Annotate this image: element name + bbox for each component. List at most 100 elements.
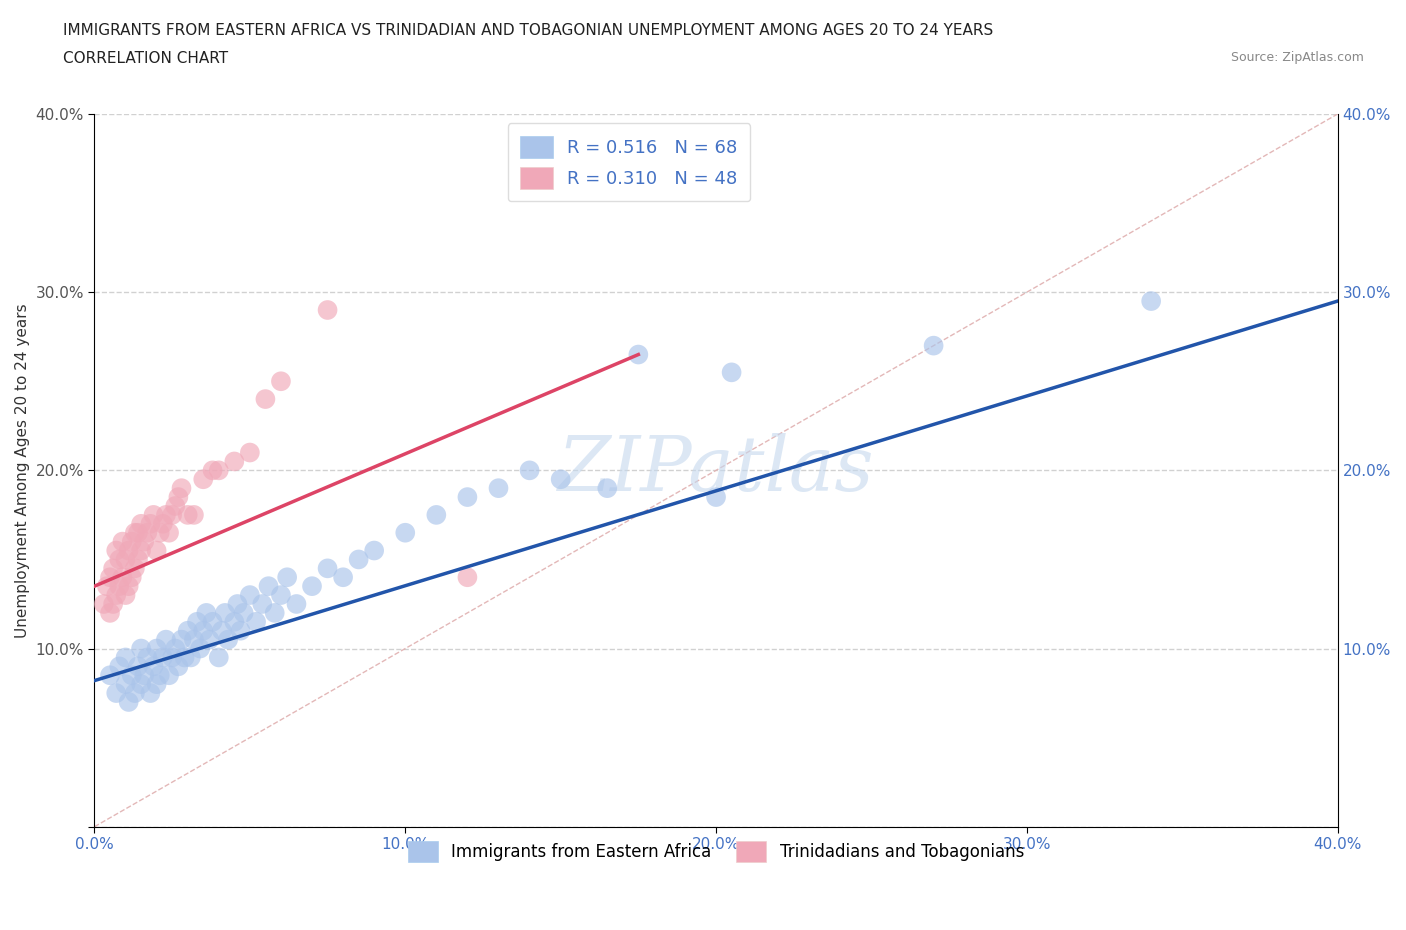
Point bbox=[177, 508, 200, 523]
Point bbox=[145, 543, 167, 558]
Point bbox=[193, 623, 215, 638]
Point bbox=[101, 561, 124, 576]
Point bbox=[149, 525, 172, 540]
Point bbox=[276, 570, 298, 585]
Point bbox=[229, 623, 252, 638]
Point bbox=[129, 641, 152, 656]
Point bbox=[114, 677, 136, 692]
Legend: Immigrants from Eastern Africa, Trinidadians and Tobagonians: Immigrants from Eastern Africa, Trinidad… bbox=[401, 834, 1031, 869]
Point bbox=[160, 650, 183, 665]
Point bbox=[183, 632, 205, 647]
Point bbox=[217, 632, 239, 647]
Point bbox=[124, 561, 146, 576]
Point bbox=[201, 615, 224, 630]
Point bbox=[165, 498, 187, 513]
Point bbox=[118, 578, 141, 593]
Point bbox=[157, 525, 180, 540]
Point bbox=[114, 552, 136, 567]
Point bbox=[105, 588, 128, 603]
Point bbox=[257, 578, 280, 593]
Point bbox=[108, 659, 131, 674]
Point bbox=[129, 543, 152, 558]
Point bbox=[170, 632, 193, 647]
Point bbox=[704, 489, 727, 504]
Point bbox=[136, 525, 159, 540]
Point bbox=[363, 543, 385, 558]
Point bbox=[157, 668, 180, 683]
Point bbox=[226, 596, 249, 611]
Point bbox=[214, 605, 236, 620]
Point bbox=[127, 552, 149, 567]
Point bbox=[101, 596, 124, 611]
Point bbox=[173, 650, 195, 665]
Point bbox=[177, 623, 200, 638]
Point bbox=[332, 570, 354, 585]
Point bbox=[155, 508, 177, 523]
Point bbox=[145, 677, 167, 692]
Point bbox=[519, 463, 541, 478]
Point bbox=[98, 605, 121, 620]
Point bbox=[111, 534, 134, 549]
Point bbox=[127, 525, 149, 540]
Point bbox=[127, 659, 149, 674]
Point bbox=[145, 641, 167, 656]
Point bbox=[232, 605, 254, 620]
Point bbox=[152, 650, 174, 665]
Point bbox=[922, 339, 945, 353]
Point bbox=[149, 668, 172, 683]
Point bbox=[627, 347, 650, 362]
Point bbox=[142, 659, 165, 674]
Y-axis label: Unemployment Among Ages 20 to 24 years: Unemployment Among Ages 20 to 24 years bbox=[15, 303, 30, 638]
Point bbox=[245, 615, 267, 630]
Point bbox=[195, 605, 218, 620]
Point bbox=[152, 516, 174, 531]
Point bbox=[224, 454, 246, 469]
Point bbox=[134, 534, 156, 549]
Point bbox=[129, 516, 152, 531]
Point bbox=[134, 668, 156, 683]
Point bbox=[118, 543, 141, 558]
Point bbox=[270, 588, 292, 603]
Point bbox=[394, 525, 416, 540]
Point bbox=[98, 570, 121, 585]
Point bbox=[183, 508, 205, 523]
Point bbox=[136, 650, 159, 665]
Point bbox=[186, 615, 208, 630]
Point bbox=[201, 463, 224, 478]
Point bbox=[167, 489, 190, 504]
Point bbox=[596, 481, 619, 496]
Point bbox=[188, 641, 211, 656]
Point bbox=[124, 685, 146, 700]
Point bbox=[456, 570, 478, 585]
Point bbox=[105, 543, 128, 558]
Point bbox=[167, 659, 190, 674]
Point bbox=[129, 677, 152, 692]
Point bbox=[239, 588, 262, 603]
Point bbox=[425, 508, 447, 523]
Point bbox=[121, 534, 143, 549]
Point bbox=[142, 508, 165, 523]
Point bbox=[211, 623, 233, 638]
Point bbox=[263, 605, 285, 620]
Point bbox=[1140, 294, 1163, 309]
Point bbox=[347, 552, 370, 567]
Point bbox=[456, 489, 478, 504]
Point bbox=[121, 570, 143, 585]
Point bbox=[198, 632, 221, 647]
Point bbox=[139, 516, 162, 531]
Point bbox=[114, 650, 136, 665]
Point bbox=[108, 552, 131, 567]
Point bbox=[170, 481, 193, 496]
Point bbox=[550, 472, 572, 486]
Point bbox=[160, 508, 183, 523]
Point bbox=[124, 525, 146, 540]
Point bbox=[93, 596, 115, 611]
Point bbox=[488, 481, 510, 496]
Point bbox=[118, 695, 141, 710]
Text: ZIPatlas: ZIPatlas bbox=[558, 433, 875, 508]
Point bbox=[155, 632, 177, 647]
Text: CORRELATION CHART: CORRELATION CHART bbox=[63, 51, 228, 66]
Point bbox=[180, 650, 202, 665]
Point bbox=[165, 641, 187, 656]
Text: IMMIGRANTS FROM EASTERN AFRICA VS TRINIDADIAN AND TOBAGONIAN UNEMPLOYMENT AMONG : IMMIGRANTS FROM EASTERN AFRICA VS TRINID… bbox=[63, 23, 994, 38]
